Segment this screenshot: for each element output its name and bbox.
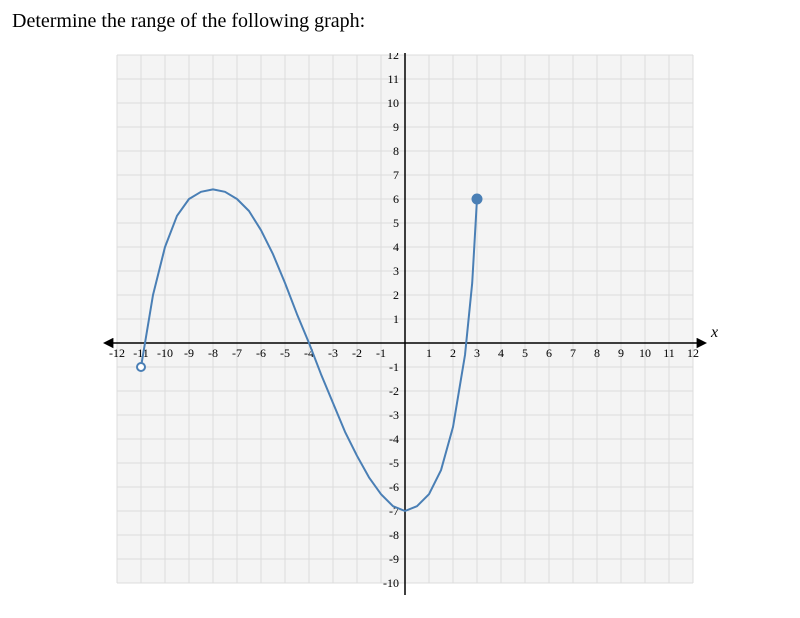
x-tick-label: 9: [618, 346, 624, 360]
graph-container: -12-11-10-9-8-7-6-5-4-3-2-11234567891011…: [75, 53, 725, 593]
question-prompt: Determine the range of the following gra…: [0, 0, 800, 53]
y-tick-label: -3: [389, 408, 399, 422]
x-tick-label: 7: [570, 346, 576, 360]
y-tick-label: 10: [387, 96, 399, 110]
y-tick-label: 12: [387, 53, 399, 62]
y-tick-label: 5: [393, 216, 399, 230]
x-tick-label: 5: [522, 346, 528, 360]
x-tick-label: 3: [474, 346, 480, 360]
y-tick-label: -6: [389, 480, 399, 494]
x-tick-label: -6: [256, 346, 266, 360]
y-tick-label: -4: [389, 432, 399, 446]
x-tick-label: -9: [184, 346, 194, 360]
y-tick-label: 7: [393, 168, 399, 182]
y-tick-label: -1: [389, 360, 399, 374]
x-tick-label: 11: [663, 346, 675, 360]
y-tick-label: 3: [393, 264, 399, 278]
x-tick-label: 6: [546, 346, 552, 360]
y-tick-label: -2: [389, 384, 399, 398]
x-tick-label: -5: [280, 346, 290, 360]
y-tick-label: -9: [389, 552, 399, 566]
y-tick-label: 2: [393, 288, 399, 302]
x-tick-label: -12: [109, 346, 125, 360]
y-tick-label: -8: [389, 528, 399, 542]
y-tick-label: 8: [393, 144, 399, 158]
x-axis-label: x: [710, 324, 718, 341]
y-tick-label: 9: [393, 120, 399, 134]
x-tick-label: -8: [208, 346, 218, 360]
x-tick-label: 4: [498, 346, 504, 360]
y-tick-label: 11: [387, 72, 399, 86]
x-tick-label: 1: [426, 346, 432, 360]
x-tick-label: -10: [157, 346, 173, 360]
x-tick-label: -1: [376, 346, 386, 360]
open-endpoint: [137, 363, 145, 371]
x-tick-label: 12: [687, 346, 699, 360]
x-tick-label: 2: [450, 346, 456, 360]
coordinate-graph: -12-11-10-9-8-7-6-5-4-3-2-11234567891011…: [75, 53, 725, 613]
y-tick-label: 1: [393, 312, 399, 326]
x-tick-label: -3: [328, 346, 338, 360]
closed-endpoint: [473, 195, 482, 204]
x-tick-label: -11: [133, 346, 149, 360]
x-tick-label: -7: [232, 346, 242, 360]
y-tick-label: 4: [393, 240, 399, 254]
x-tick-label: -2: [352, 346, 362, 360]
x-tick-label: 8: [594, 346, 600, 360]
x-tick-label: 10: [639, 346, 651, 360]
y-tick-label: -5: [389, 456, 399, 470]
y-tick-label: -10: [383, 576, 399, 590]
y-tick-label: 6: [393, 192, 399, 206]
